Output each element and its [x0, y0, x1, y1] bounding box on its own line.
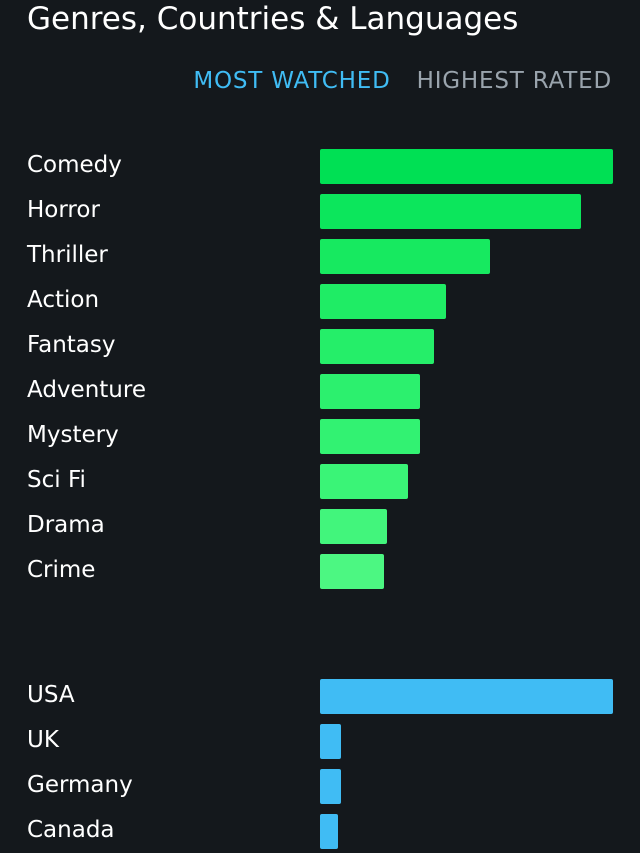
tab-most-watched[interactable]: MOST WATCHED — [193, 68, 391, 94]
country-bar[interactable] — [320, 679, 613, 714]
genre-label: Crime — [27, 557, 96, 583]
country-row-uk[interactable]: UK — [0, 718, 640, 763]
genre-bar[interactable] — [320, 554, 384, 589]
tab-highest-rated[interactable]: HIGHEST RATED — [416, 68, 612, 94]
country-label: Canada — [27, 817, 115, 843]
genre-bar[interactable] — [320, 419, 420, 454]
genre-bar[interactable] — [320, 239, 490, 274]
genre-bar[interactable] — [320, 509, 387, 544]
genre-bar[interactable] — [320, 464, 408, 499]
genre-label: Thriller — [27, 242, 108, 268]
country-label: UK — [27, 727, 59, 753]
genre-row-fantasy[interactable]: Fantasy — [0, 323, 640, 368]
genre-row-mystery[interactable]: Mystery — [0, 413, 640, 458]
genre-row-thriller[interactable]: Thriller — [0, 233, 640, 278]
country-bar[interactable] — [320, 724, 341, 759]
genre-label: Mystery — [27, 422, 119, 448]
genre-bar[interactable] — [320, 194, 581, 229]
country-bar[interactable] — [320, 769, 341, 804]
genre-label: Horror — [27, 197, 100, 223]
genre-bar[interactable] — [320, 149, 613, 184]
genres-list: Comedy Horror Thriller Action Fantasy Ad… — [0, 143, 640, 593]
genre-label: Fantasy — [27, 332, 116, 358]
page-title: Genres, Countries & Languages — [27, 1, 519, 37]
genre-label: Sci Fi — [27, 467, 86, 493]
country-row-canada[interactable]: Canada — [0, 808, 640, 853]
genre-label: Drama — [27, 512, 105, 538]
genre-row-sci-fi[interactable]: Sci Fi — [0, 458, 640, 503]
genre-row-action[interactable]: Action — [0, 278, 640, 323]
genre-row-drama[interactable]: Drama — [0, 503, 640, 548]
genre-label: Comedy — [27, 152, 122, 178]
genre-bar[interactable] — [320, 329, 434, 364]
country-row-usa[interactable]: USA — [0, 673, 640, 718]
tab-bar: MOST WATCHED HIGHEST RATED — [193, 66, 612, 96]
countries-list: USA UK Germany Canada — [0, 673, 640, 853]
country-bar[interactable] — [320, 814, 338, 849]
genre-label: Action — [27, 287, 100, 313]
genre-row-horror[interactable]: Horror — [0, 188, 640, 233]
genre-row-crime[interactable]: Crime — [0, 548, 640, 593]
country-row-germany[interactable]: Germany — [0, 763, 640, 808]
genre-bar[interactable] — [320, 284, 446, 319]
genre-row-comedy[interactable]: Comedy — [0, 143, 640, 188]
genre-label: Adventure — [27, 377, 146, 403]
country-label: Germany — [27, 772, 133, 798]
country-label: USA — [27, 682, 75, 708]
genre-bar[interactable] — [320, 374, 420, 409]
genre-row-adventure[interactable]: Adventure — [0, 368, 640, 413]
